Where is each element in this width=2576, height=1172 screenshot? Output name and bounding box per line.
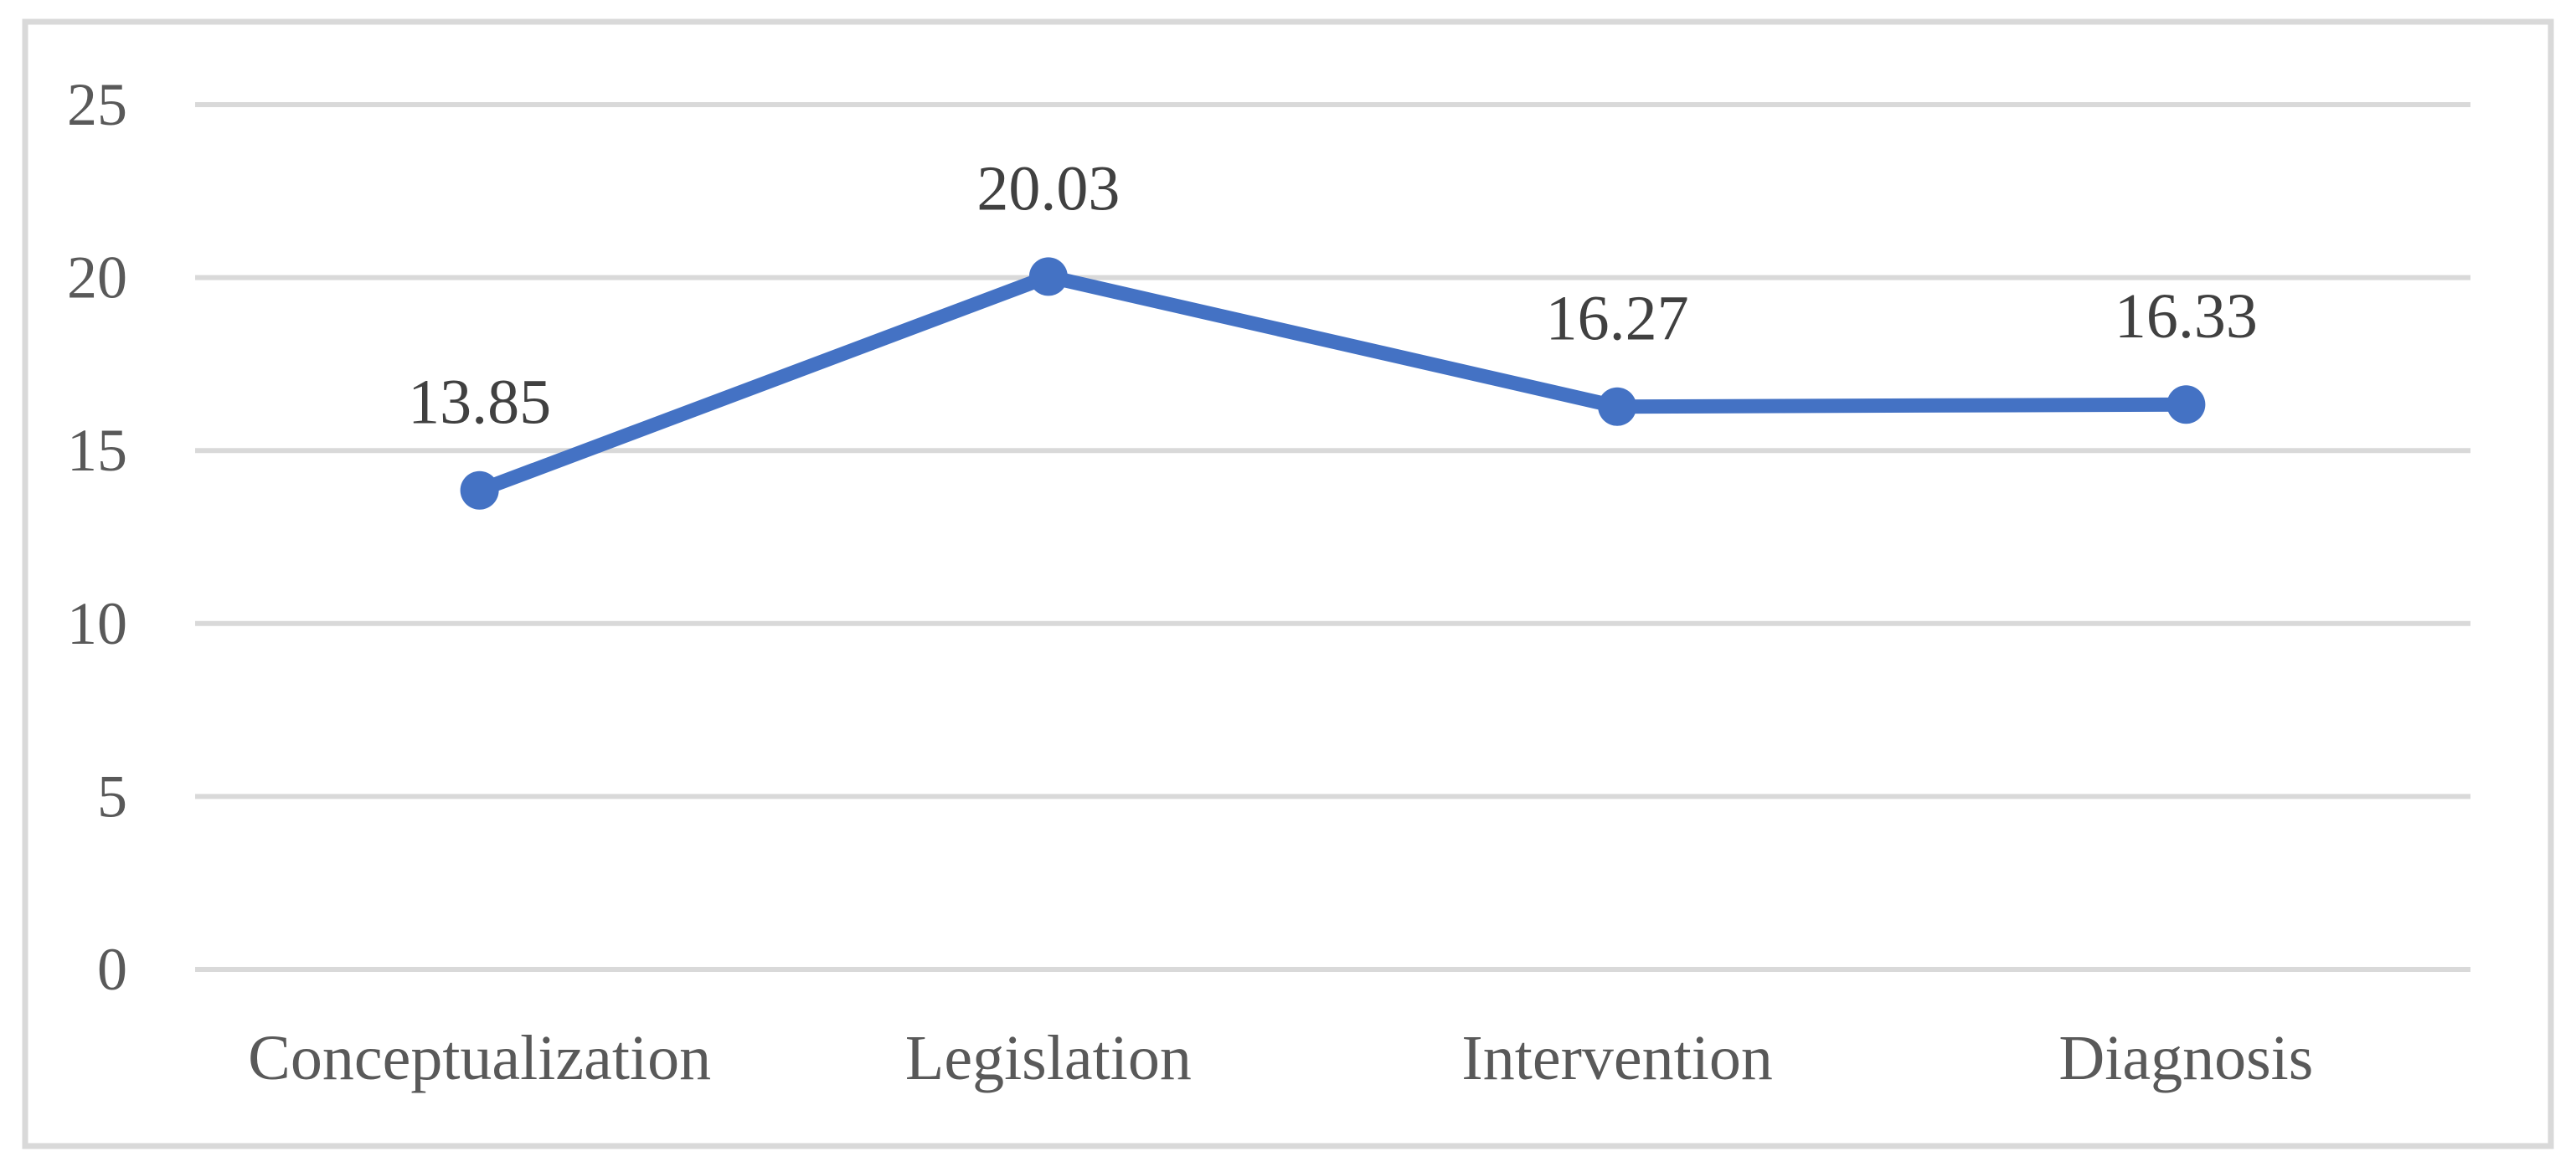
series-layer: [460, 257, 2206, 510]
data-point-marker-1: [1028, 257, 1068, 296]
y-tick-label-15: 15: [67, 417, 127, 484]
y-axis-tick-labels: 0 5 10 15 20 25: [67, 71, 127, 1003]
data-point-marker-0: [460, 470, 499, 510]
x-category-label-1: Legislation: [905, 1023, 1192, 1093]
x-category-label-3: Diagnosis: [2058, 1023, 2313, 1093]
series-line: [477, 269, 2187, 497]
y-tick-label-20: 20: [67, 244, 127, 311]
y-tick-label-0: 0: [97, 936, 127, 1003]
y-tick-label-25: 25: [67, 71, 127, 138]
data-point-marker-3: [2166, 385, 2206, 424]
x-category-label-0: Conceptualization: [248, 1023, 711, 1093]
data-point-marker-2: [1598, 387, 1637, 426]
data-label-1: 20.03: [976, 153, 1120, 224]
chart-border-frame: [22, 18, 2554, 1149]
data-label-0: 13.85: [408, 368, 551, 438]
x-category-label-2: Intervention: [1461, 1023, 1772, 1093]
data-label-3: 16.33: [2115, 281, 2258, 352]
data-labels-layer: 13.85 20.03 16.27 16.33: [408, 153, 2258, 437]
y-tick-label-5: 5: [97, 763, 127, 830]
x-axis-category-labels: Conceptualization Legislation Intervention…: [248, 1023, 2313, 1093]
data-label-2: 16.27: [1546, 284, 1689, 354]
y-tick-label-10: 10: [67, 590, 127, 657]
